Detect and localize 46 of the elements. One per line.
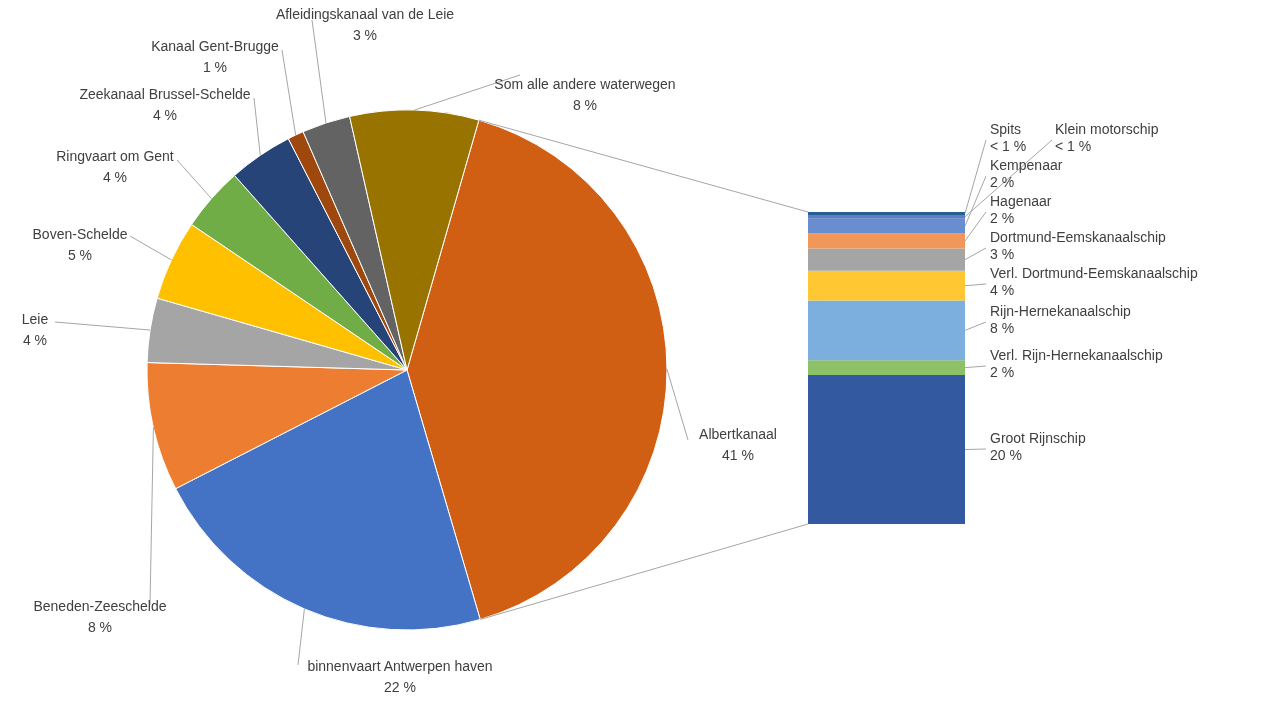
data-label: 4 % [152,107,178,123]
data-label: 8 % [572,97,598,113]
series-label: Groot Rijnschip [990,430,1086,446]
text: Kempenaar [990,157,1063,173]
bar [808,214,965,219]
data-label: 3 % [990,246,1015,262]
bar [808,212,965,215]
slice-label: Som alle andere waterwegen [494,76,676,92]
data-label: 2 % [990,364,1015,380]
data-label: 2 % [990,210,1015,226]
slice-label: Kanaal Gent-Brugge [151,38,280,54]
slice-label: Afleidingskanaal van de Leie [275,6,455,22]
data-label: 5 % [67,247,93,263]
data-label: 20 % [990,447,1022,463]
series-label: Dortmund-Eemskanaalschip [990,229,1167,245]
data-label: 8 % [87,619,113,635]
slice-label: binnenvaart Antwerpen haven [307,658,493,674]
slice-label: Beneden-Zeeschelde [33,598,167,614]
bar [808,233,965,249]
text: Spits [990,121,1022,137]
data-label: 8 % [990,320,1015,336]
bar [808,360,965,376]
data-label: 3 % [352,27,378,43]
data-label: 2 % [990,174,1015,190]
data-label: 4 % [102,169,128,185]
slice-label: Ringvaart om Gent [56,148,174,164]
data-label: 4 % [22,332,48,348]
data-label: 1 % [202,59,228,75]
bar [808,270,965,301]
data-label: 41 % [722,447,754,463]
text: Hagenaar [990,193,1052,209]
bar [808,218,965,234]
bar [808,375,965,524]
series-label: Verl. Dortmund-Eemskanaalschip [990,265,1198,281]
slice-label: Boven-Schelde [32,226,128,242]
slice-label: Zeekanaal Brussel-Schelde [79,86,251,102]
slice-label: Albertkanaal [699,426,777,442]
series-label: Verl. Rijn-Hernekanaalschip [990,347,1163,363]
text: Klein motorschip [1055,121,1159,137]
data-label: < 1 % [1055,138,1092,154]
series-label: Rijn-Hernekanaalschip [990,303,1132,319]
data-label: 4 % [990,282,1015,298]
data-label: 22 % [384,679,416,695]
slice-label: Leie [21,311,49,327]
data-label: < 1 % [990,138,1027,154]
bar [808,300,965,361]
